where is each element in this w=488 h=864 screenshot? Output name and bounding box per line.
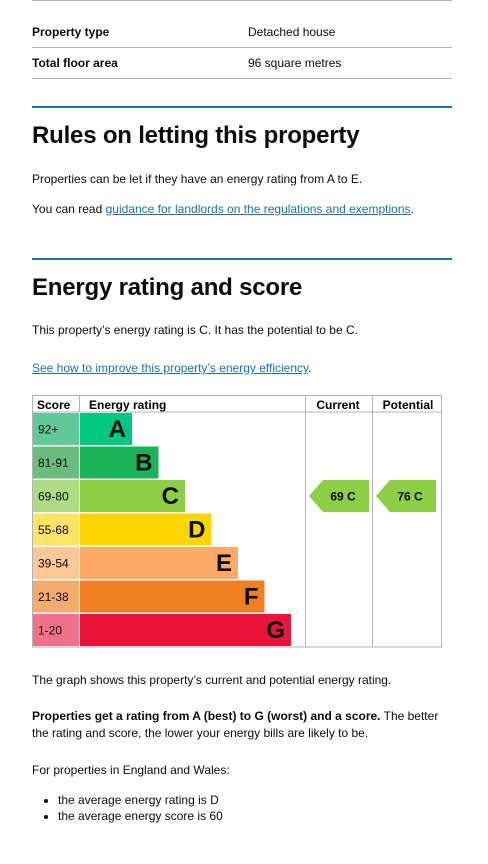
summary-key: Total floor area [32, 56, 118, 70]
rating-explanation-rest: The better the rating and score, the low… [32, 709, 439, 740]
rating-markers: 69 C 76 C [309, 480, 436, 512]
score-cell-e [33, 547, 79, 579]
rating-letter-b: B [135, 450, 152, 477]
rating-bar-g [80, 614, 291, 646]
rules-heading: Rules on letting this property [32, 122, 360, 149]
chart-grid [32, 395, 442, 648]
header-energy-rating: Energy rating [89, 398, 166, 412]
summary-row-floor-area: Total floor area 96 square metres [32, 47, 452, 79]
score-label-e: 39-54 [38, 557, 69, 571]
guidance-link[interactable]: guidance for landlords on the regulation… [105, 202, 411, 216]
rating-explanation: Properties get a rating from A (best) to… [32, 708, 452, 742]
list-item: the average energy rating is D [58, 792, 223, 808]
list-item: the average energy score is 60 [58, 808, 223, 824]
energy-rating-paragraph: This property’s energy rating is C. It h… [32, 323, 358, 337]
score-cell-d [33, 513, 79, 546]
summary-top-rule-right [244, 0, 452, 1]
rules-guidance-paragraph: You can read guidance for landlords on t… [32, 201, 452, 218]
summary-value: Detached house [248, 25, 336, 39]
score-label-f: 21-38 [38, 590, 69, 604]
rating-bar-d [80, 513, 212, 546]
rating-explanation-bold: Properties get a rating from A (best) to… [32, 709, 381, 723]
section-break [32, 258, 452, 260]
rating-bar-c [80, 480, 185, 512]
guidance-suffix: . [410, 202, 414, 216]
rating-letter-e: E [216, 550, 232, 577]
score-cell-g [33, 614, 79, 646]
rating-letter-d: D [188, 517, 205, 544]
chart-border [32, 395, 442, 648]
summary-value: 96 square metres [248, 56, 342, 70]
score-label-g: 1-20 [38, 624, 62, 638]
score-label-a: 92+ [38, 423, 58, 437]
rating-letter-c: C [162, 483, 179, 510]
rating-letter-g: G [266, 617, 285, 644]
summary-top-rule-left [32, 0, 240, 1]
improve-suffix: . [308, 361, 312, 375]
score-label-c: 69-80 [38, 490, 69, 504]
current-rating-arrow [309, 480, 369, 512]
averages-list: the average energy rating is D the avera… [40, 792, 223, 824]
header-score: Score [37, 398, 71, 412]
improve-paragraph: See how to improve this property’s energ… [32, 360, 452, 377]
score-label-b: 81-91 [38, 456, 69, 470]
potential-rating-label: 76 C [397, 490, 423, 504]
energy-heading: Energy rating and score [32, 274, 303, 301]
summary-row-property-type: Property type Detached house [32, 16, 452, 48]
rating-letter-f: F [244, 584, 259, 611]
rating-bar-a [80, 413, 132, 445]
score-cell-b [33, 446, 79, 479]
score-label-d: 55-68 [38, 523, 69, 537]
improve-link[interactable]: See how to improve this property’s energ… [32, 361, 309, 375]
section-break [32, 106, 452, 108]
header-current: Current [316, 398, 359, 412]
rules-paragraph: Properties can be let if they have an en… [32, 172, 363, 186]
score-cell-f [33, 580, 79, 613]
rating-bands: 92+ A 81-91 B 69-80 C 55-68 D 39-54 E 21-38 F 1-20 G [33, 413, 291, 646]
rating-bar-e [80, 547, 238, 579]
rating-bar-b [80, 446, 159, 479]
score-cell-c [33, 480, 79, 512]
header-potential: Potential [383, 398, 434, 412]
energy-rating-chart: Score Energy rating Current Potential 92… [32, 395, 442, 648]
graph-explanation: The graph shows this property’s current … [32, 673, 392, 687]
summary-top-rule [32, 0, 452, 1]
england-wales-intro: For properties in England and Wales: [32, 763, 230, 777]
guidance-prefix: You can read [32, 202, 106, 216]
rating-letter-a: A [109, 416, 126, 443]
score-cell-a [33, 413, 79, 445]
potential-rating-arrow [376, 480, 436, 512]
summary-key: Property type [32, 25, 110, 39]
current-rating-label: 69 C [330, 490, 356, 504]
rating-bar-f [80, 580, 265, 613]
